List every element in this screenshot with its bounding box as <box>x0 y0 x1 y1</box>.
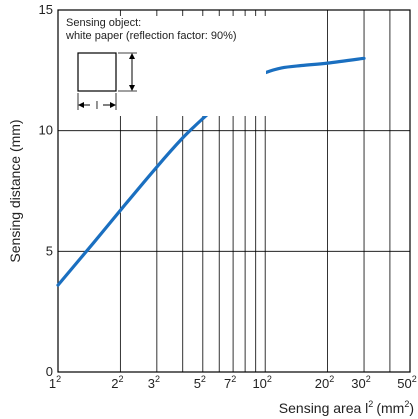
x-tick-label: 32 <box>148 374 160 391</box>
x-tick-label: 72 <box>224 374 236 391</box>
y-tick-label: 0 <box>46 364 53 379</box>
sensing-object-note: Sensing object: white paper (reflection … <box>61 16 266 116</box>
x-tick-label: 52 <box>194 374 206 391</box>
x-tick-label: 302 <box>351 374 370 391</box>
x-axis-title-exponent: 2 <box>368 399 373 409</box>
plot-frame <box>57 9 411 373</box>
horizontal-arrow-left <box>78 102 84 108</box>
note-line-1: Sensing object: <box>66 17 141 29</box>
dimension-label: l <box>96 100 98 112</box>
target-square <box>77 52 117 92</box>
note-background <box>61 16 266 116</box>
vertical-arrow-bottom <box>129 85 135 91</box>
vertical-arrow-top <box>129 53 135 59</box>
x-tick-label: 22 <box>111 374 123 391</box>
x-tick-label: 502 <box>397 374 416 391</box>
x-tick-label: 102 <box>252 374 271 391</box>
x-axis-title: Sensing area l2 (mm2) <box>279 399 414 416</box>
x-axis-title-unit: (mm <box>376 400 404 416</box>
x-tick-label: 202 <box>315 374 334 391</box>
y-tick-label: 10 <box>39 123 53 138</box>
x-tick-labels: 12 22 32 52 72 102 202 302 502 <box>49 374 417 391</box>
y-tick-label: 15 <box>39 2 53 17</box>
x-axis-title-unit-exponent: 2 <box>404 399 409 409</box>
x-axis-title-unit-close: ) <box>409 400 414 416</box>
y-axis-title: Sensing distance (mm) <box>7 119 23 262</box>
x-axis-title-main: Sensing area l <box>279 400 369 416</box>
note-line-2: white paper (reflection factor: 90%) <box>65 30 237 42</box>
horizontal-arrow-right <box>110 102 116 108</box>
y-tick-labels: 0 5 10 15 <box>39 2 53 379</box>
x-tick-label: 12 <box>49 374 61 391</box>
y-tick-label: 5 <box>46 243 53 258</box>
